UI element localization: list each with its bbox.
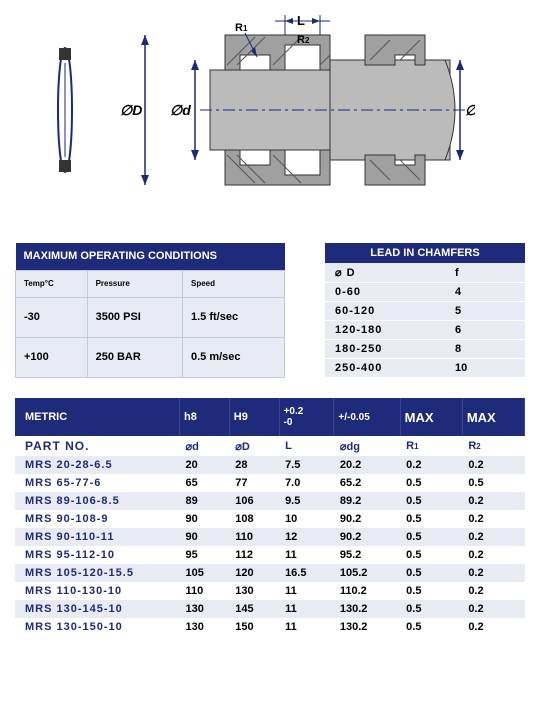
table-row: MRS 105-120-15.510512016.5105.20.50.2 bbox=[15, 564, 525, 582]
table-row: MRS 20-28-6.520287.520.20.20.2 bbox=[15, 456, 525, 474]
svg-text:∅D: ∅D bbox=[120, 102, 142, 118]
table-row: MRS 130-145-1013014511130.20.50.2 bbox=[15, 600, 525, 618]
svg-text:R2: R2 bbox=[297, 34, 310, 46]
table-row: MRS 95-112-10951121195.20.50.2 bbox=[15, 546, 525, 564]
table-row: MRS 89-106-8.5891069.589.20.50.2 bbox=[15, 492, 525, 510]
metric-table: METRIC h8 H9 +0.2 -0 +/-0.05 MAX MAX PAR… bbox=[15, 398, 525, 636]
svg-text:∅dg: ∅dg bbox=[465, 102, 475, 118]
table-row: MRS 90-110-11901101290.20.50.2 bbox=[15, 528, 525, 546]
conditions-table: MAXIMUM OPERATING CONDITIONS Temp°C Pres… bbox=[15, 243, 285, 378]
svg-text:R1: R1 bbox=[235, 22, 248, 34]
technical-diagram: ∅D ∅d R1 R2 L bbox=[55, 15, 535, 208]
table-row: MRS 110-130-1011013011110.20.50.2 bbox=[15, 582, 525, 600]
conditions-title: MAXIMUM OPERATING CONDITIONS bbox=[16, 243, 285, 270]
spec-tables-row: MAXIMUM OPERATING CONDITIONS Temp°C Pres… bbox=[15, 243, 535, 378]
table-row: MRS 65-77-665777.065.20.50.5 bbox=[15, 474, 525, 492]
table-row: MRS 90-108-9901081090.20.50.2 bbox=[15, 510, 525, 528]
table-row: MRS 130-150-1013015011130.20.50.2 bbox=[15, 618, 525, 636]
chamfers-title: LEAD IN CHAMFERS bbox=[325, 243, 525, 263]
svg-text:∅d: ∅d bbox=[170, 102, 191, 118]
chamfers-table: LEAD IN CHAMFERS ⌀ Df 0-604 60-1205 120-… bbox=[325, 243, 525, 378]
